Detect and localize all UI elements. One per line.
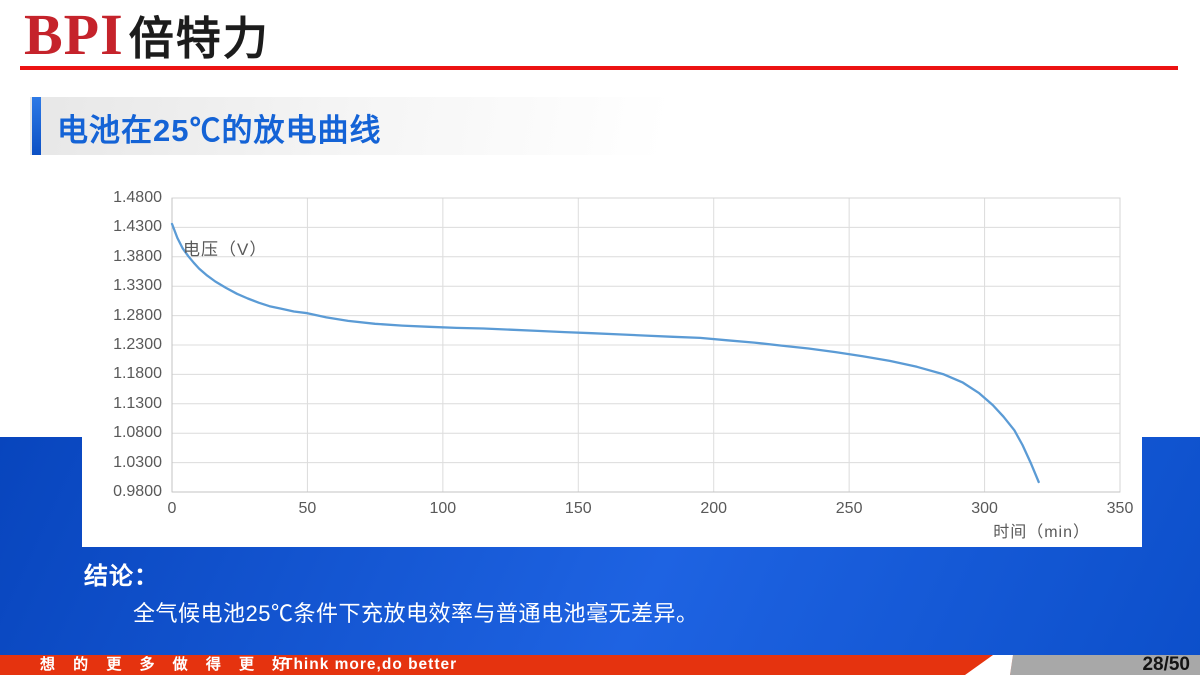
chart-canvas <box>170 197 1121 493</box>
conclusion-text: 全气候电池25℃条件下充放电效率与普通电池毫无差异。 <box>133 601 699 626</box>
discharge-curve-chart: 1.4800 1.4300 1.3800 1.3300 1.2800 1.2300 1.18… <box>82 163 1142 547</box>
page-number: 28/50 <box>1142 654 1190 675</box>
y-tick-label: 1.4800 <box>113 189 162 206</box>
footer-gray-panel <box>1010 655 1200 675</box>
footer-corner-swoosh <box>965 655 1200 675</box>
logo-text-en: BPI <box>24 2 124 67</box>
x-tick-label: 50 <box>298 500 317 517</box>
discharge-curve-line <box>170 222 1040 484</box>
x-tick-label: 300 <box>971 500 998 517</box>
footer-slogan-en: Think more,do better <box>283 656 458 673</box>
y-tick-label: 1.4300 <box>113 218 162 236</box>
y-tick-label: 1.0300 <box>113 453 162 471</box>
y-tick-label: 1.3800 <box>113 247 162 265</box>
title-accent-bar <box>32 97 41 155</box>
conclusion-heading: 结论： <box>84 563 159 590</box>
y-tick-label: 1.0800 <box>113 424 162 442</box>
y-tick-label: 0.9800 <box>113 483 162 500</box>
y-tick-label: 1.1800 <box>113 365 162 383</box>
x-tick-label: 150 <box>564 500 592 517</box>
y-axis-title: 电压（V） <box>183 240 268 259</box>
y-tick-label: 1.3300 <box>113 277 162 295</box>
x-tick-label: 350 <box>1106 500 1134 517</box>
footer-bar: 想 的 更 多 做 得 更 好 Think more,do better 28/… <box>0 655 1200 675</box>
x-tick-label: 0 <box>167 500 177 517</box>
x-axis-title: 时间（min） <box>993 524 1090 541</box>
x-tick-label: 100 <box>429 500 457 517</box>
x-tick-label: 250 <box>835 500 863 517</box>
header-divider-rule <box>20 66 1178 70</box>
y-tick-label: 1.2300 <box>113 336 162 353</box>
footer-white-swoosh <box>965 655 1013 675</box>
y-tick-label: 1.2800 <box>113 306 162 324</box>
title-band: 电池在25℃的放电曲线 <box>30 97 1190 155</box>
page-title: 电池在25℃的放电曲线 <box>57 113 382 148</box>
footer-slogan-cn: 想 的 更 多 做 得 更 好 <box>40 656 295 673</box>
y-tick-label: 1.1300 <box>113 394 162 412</box>
company-logo: BPI 倍特力 <box>24 6 270 64</box>
x-tick-label: 200 <box>700 500 728 517</box>
logo-text-cn: 倍特力 <box>128 13 270 64</box>
